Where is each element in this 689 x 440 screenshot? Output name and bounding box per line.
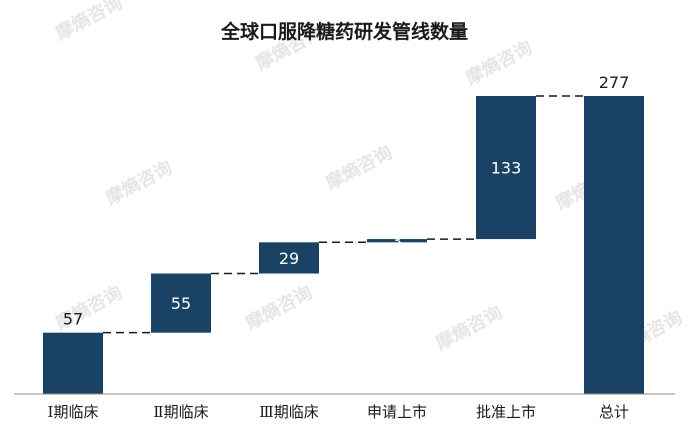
category-labels: Ⅰ期临床 Ⅱ期临床 Ⅲ期临床 申请上市 批准上市 总计 (48, 403, 629, 421)
bar-2 (151, 273, 211, 333)
category-label-1: Ⅰ期临床 (48, 403, 99, 421)
bars-group (43, 96, 644, 394)
value-label-4: 3 (392, 232, 402, 251)
watermark-text: 摩熵咨询 (322, 141, 396, 194)
bar-5 (476, 96, 536, 240)
value-label-3: 29 (279, 249, 299, 268)
bar-4 (367, 239, 427, 243)
category-label-6: 总计 (599, 403, 629, 421)
category-label-4: 申请上市 (367, 403, 427, 421)
value-labels: 57 55 29 3 133 277 (63, 73, 629, 329)
bar-6 (584, 96, 644, 394)
value-label-5: 133 (491, 159, 522, 178)
bar-3 (259, 242, 319, 274)
category-label-3: Ⅲ期临床 (259, 403, 318, 421)
watermark-text: 摩熵咨询 (432, 301, 506, 354)
watermark-text: 摩熵咨询 (52, 0, 126, 44)
bar-1 (43, 332, 103, 394)
value-label-1: 57 (63, 310, 83, 329)
value-label-2: 55 (171, 294, 191, 313)
connector-lines (103, 95, 584, 334)
value-label-6: 277 (599, 73, 630, 92)
chart-title: 全球口服降糖药研发管线数量 (220, 20, 468, 43)
category-label-5: 批准上市 (476, 403, 536, 421)
category-label-2: Ⅱ期临床 (153, 403, 208, 421)
watermark-text: 摩熵咨询 (102, 156, 176, 209)
watermark-text: 摩熵咨询 (242, 281, 316, 334)
watermark-text: 摩熵咨询 (462, 36, 536, 89)
